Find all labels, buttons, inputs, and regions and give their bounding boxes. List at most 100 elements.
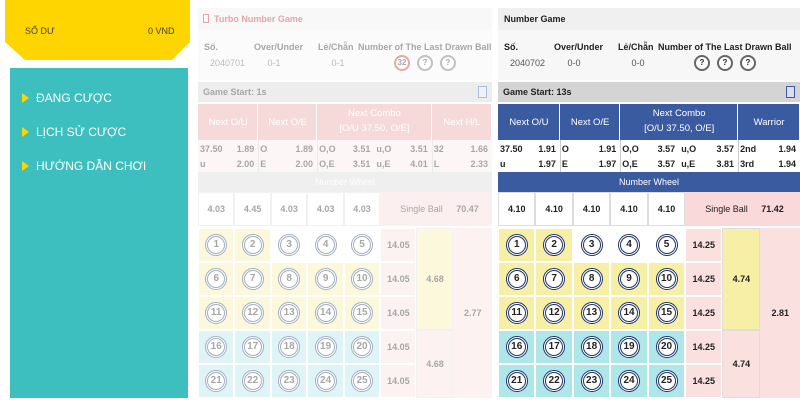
ball[interactable]: 14 (618, 302, 641, 324)
ball[interactable]: 4 (618, 234, 641, 256)
wheel-cell[interactable] (572, 192, 611, 226)
total-cell[interactable] (760, 228, 800, 398)
row-odds-cell[interactable] (380, 228, 417, 262)
group-cell[interactable] (722, 330, 761, 398)
ball[interactable]: 9 (314, 268, 337, 290)
last-ball: ? (417, 55, 433, 71)
wheel-cell[interactable] (647, 192, 686, 226)
menu-item[interactable]: LỊCH SỬ CƯỢC (36, 125, 127, 139)
ball[interactable]: 12 (543, 302, 566, 324)
row-odds-cell[interactable] (380, 330, 417, 364)
ball[interactable]: 22 (241, 370, 264, 392)
info-value: 0-0 (631, 58, 645, 68)
odds-value: 3.51 (352, 144, 371, 154)
row-odds-cell[interactable] (380, 262, 417, 296)
wheel-cell[interactable] (307, 192, 344, 226)
row-odds-cell[interactable] (685, 364, 723, 398)
ball[interactable]: 21 (205, 370, 228, 392)
ball[interactable]: 17 (543, 336, 566, 358)
group-cell[interactable] (416, 330, 454, 398)
ball[interactable]: 15 (655, 302, 678, 324)
menu-item[interactable]: ĐANG CƯỢC (36, 91, 112, 105)
ball[interactable]: 17 (241, 336, 264, 358)
ball[interactable]: 13 (278, 302, 301, 324)
ball[interactable]: 7 (543, 268, 566, 290)
ball[interactable]: 10 (351, 268, 374, 290)
ball[interactable]: 24 (314, 370, 337, 392)
wheel-cell[interactable] (198, 192, 235, 226)
ball[interactable]: 11 (505, 302, 528, 324)
ball[interactable]: 20 (351, 336, 374, 358)
row-odds: 14.05 (387, 274, 410, 284)
row-odds-cell[interactable] (685, 296, 723, 330)
ball[interactable]: 25 (655, 370, 678, 392)
group-odds: 4.74 (732, 359, 751, 369)
single-label: Single Ball (400, 204, 443, 214)
row-odds-cell[interactable] (685, 330, 723, 364)
ball[interactable]: 15 (351, 302, 374, 324)
menu-arrow (22, 127, 29, 137)
ball[interactable]: 20 (655, 336, 678, 358)
wheel-cell[interactable] (270, 192, 308, 226)
group-odds: 4.74 (732, 274, 751, 284)
ball[interactable]: 1 (205, 234, 228, 256)
wheel-odds: 4.03 (280, 204, 298, 214)
ball[interactable]: 24 (618, 370, 641, 392)
single-cell[interactable] (685, 192, 800, 226)
ball[interactable]: 18 (580, 336, 603, 358)
ball[interactable]: 1 (505, 234, 528, 256)
refresh-icon[interactable] (786, 86, 795, 98)
ball[interactable]: 22 (543, 370, 566, 392)
row-odds-cell[interactable] (685, 228, 723, 262)
game-start: Game Start: 1s (203, 87, 267, 97)
single-cell[interactable] (380, 192, 492, 226)
group-cell[interactable] (416, 228, 454, 330)
row-odds-cell[interactable] (685, 262, 723, 296)
ball[interactable]: 16 (205, 336, 228, 358)
row-odds: 14.05 (387, 342, 410, 352)
bet-header-cell (198, 104, 259, 140)
wheel-cell[interactable] (610, 192, 648, 226)
ball[interactable]: 14 (314, 302, 337, 324)
ball[interactable]: 19 (314, 336, 337, 358)
refresh-icon[interactable] (478, 86, 487, 98)
ball[interactable]: 6 (505, 268, 528, 290)
total-cell[interactable] (453, 228, 492, 398)
ball[interactable]: 2 (241, 234, 264, 256)
ball[interactable]: 8 (278, 268, 301, 290)
menu-item[interactable]: HƯỚNG DẪN CHƠI (36, 159, 147, 173)
ball[interactable]: 19 (618, 336, 641, 358)
wheel-cell[interactable] (234, 192, 271, 226)
ball[interactable]: 23 (278, 370, 301, 392)
ball[interactable]: 21 (505, 370, 528, 392)
ball[interactable]: 25 (351, 370, 374, 392)
ball[interactable]: 10 (655, 268, 678, 290)
ball[interactable]: 13 (580, 302, 603, 324)
ball[interactable]: 4 (314, 234, 337, 256)
ball[interactable]: 11 (205, 302, 228, 324)
wheel-cell[interactable] (498, 192, 536, 226)
ball[interactable]: 12 (241, 302, 264, 324)
ball[interactable]: 6 (205, 268, 228, 290)
ball[interactable]: 16 (505, 336, 528, 358)
ball[interactable]: 3 (278, 234, 301, 256)
row-odds-cell[interactable] (380, 296, 417, 330)
ball[interactable]: 5 (351, 234, 374, 256)
odds-value: 3.51 (410, 144, 428, 154)
ball[interactable]: 7 (241, 268, 264, 290)
ball[interactable]: 3 (580, 234, 603, 256)
wheel-label: Number Wheel (314, 177, 376, 187)
ball[interactable]: 23 (580, 370, 603, 392)
ball[interactable]: 9 (618, 268, 641, 290)
ball[interactable]: 8 (580, 268, 603, 290)
odds-area (198, 140, 492, 172)
ball[interactable]: 5 (655, 234, 678, 256)
wheel-cell[interactable] (343, 192, 381, 226)
odds-label: u (500, 159, 506, 169)
ball[interactable]: 2 (543, 234, 566, 256)
group-cell[interactable] (722, 228, 761, 330)
ball[interactable]: 18 (278, 336, 301, 358)
wheel-cell[interactable] (535, 192, 573, 226)
row-odds-cell[interactable] (380, 364, 417, 398)
